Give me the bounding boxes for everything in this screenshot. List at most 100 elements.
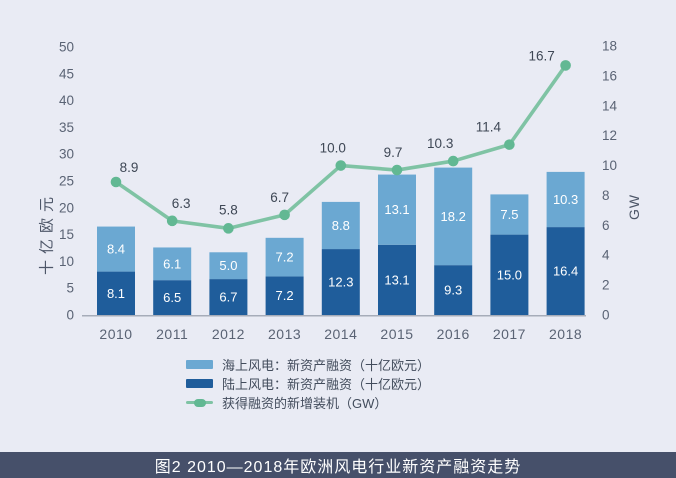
left-axis-tick-5: 5 [66, 281, 74, 296]
line-point-2010 [110, 176, 122, 188]
legend-swatch-onshore-icon [186, 379, 213, 388]
x-axis-label-2017: 2017 [493, 326, 526, 342]
line-value-2013: 6.7 [270, 190, 289, 205]
left-axis-tick-20: 20 [59, 200, 74, 215]
legend-label-onshore: 陆上风电：新资产融资（十亿欧元） [222, 377, 431, 392]
left-axis-tick-25: 25 [59, 174, 74, 189]
x-axis-label-2014: 2014 [324, 326, 357, 342]
bar-offshore-2012 [209, 252, 248, 280]
x-axis-label-2016: 2016 [437, 326, 470, 342]
bar-value-onshore-2017: 15.0 [497, 267, 522, 282]
bar-value-onshore-2018: 16.4 [553, 264, 578, 279]
line-point-2014 [335, 160, 347, 171]
bar-offshore-2014 [321, 201, 360, 250]
right-axis-tick-4: 4 [602, 248, 610, 263]
right-axis-tick-16: 16 [602, 68, 617, 83]
right-axis-tick-8: 8 [602, 188, 610, 203]
bar-value-onshore-2015: 13.1 [384, 272, 409, 287]
legend-label-offshore: 海上风电：新资产融资（十亿欧元） [222, 358, 431, 373]
left-axis-tick-50: 50 [59, 40, 74, 55]
bar-value-offshore-2011: 6.1 [163, 256, 181, 271]
bar-onshore-2015 [378, 244, 416, 315]
line-value-2010: 8.9 [120, 160, 139, 175]
x-axis-label-2010: 2010 [99, 326, 132, 342]
legend: 海上风电：新资产融资（十亿欧元） 陆上风电：新资产融资（十亿欧元） 获得融资的新… [186, 358, 431, 411]
right-axis-tick-12: 12 [602, 128, 617, 143]
line-value-2011: 6.3 [172, 196, 191, 211]
legend-item-onshore: 陆上风电：新资产融资（十亿欧元） [186, 377, 431, 392]
line-value-2014: 10.0 [320, 141, 346, 156]
line-value-2017: 11.4 [476, 120, 502, 135]
bar-value-onshore-2014: 12.3 [328, 275, 353, 290]
bar-onshore-2016 [434, 265, 473, 315]
left-axis-tick-40: 40 [59, 93, 74, 108]
bar-value-onshore-2012: 6.7 [219, 290, 237, 305]
bar-onshore-2012 [209, 279, 248, 315]
bar-onshore-2011 [153, 280, 192, 315]
right-axis-tick-14: 14 [602, 98, 618, 113]
x-axis-label-2015: 2015 [380, 326, 413, 342]
bar-value-offshore-2015: 13.1 [384, 202, 409, 217]
legend-line-marker-icon [186, 398, 213, 407]
right-axis-title: GW [626, 193, 642, 221]
left-axis-tick-10: 10 [59, 254, 74, 269]
x-axis-label-2012: 2012 [212, 326, 245, 342]
bar-value-offshore-2016: 18.2 [441, 209, 466, 224]
bar-onshore-2017 [490, 234, 529, 315]
left-axis-tick-15: 15 [59, 227, 74, 242]
line-value-2012: 5.8 [219, 202, 238, 217]
bar-onshore-2010 [97, 271, 135, 315]
bar-offshore-2018 [546, 171, 585, 228]
line-value-2018: 16.7 [528, 48, 554, 63]
figure-caption-bar: 图2 2010—2018年欧洲风电行业新资产融资走势 [0, 452, 676, 478]
bar-offshore-2015 [378, 174, 416, 245]
right-axis-tick-10: 10 [602, 158, 617, 173]
right-axis-tick-6: 6 [602, 218, 610, 233]
bar-onshore-2013 [265, 276, 304, 315]
bar-value-offshore-2013: 7.2 [276, 250, 294, 265]
bar-value-offshore-2017: 7.5 [500, 207, 518, 222]
left-axis-tick-30: 30 [59, 147, 74, 162]
bar-offshore-2013 [265, 237, 304, 277]
x-axis-label-2011: 2011 [156, 326, 188, 342]
left-axis-tick-35: 35 [59, 120, 74, 135]
bar-offshore-2010 [97, 226, 135, 272]
bar-value-offshore-2010: 8.4 [107, 242, 125, 257]
bar-value-offshore-2012: 5.0 [219, 258, 237, 273]
right-axis-tick-0: 0 [602, 308, 610, 323]
figure-caption-text: 图2 2010—2018年欧洲风电行业新资产融资走势 [154, 459, 522, 476]
legend-label-capacity: 获得融资的新增装机（GW） [222, 396, 388, 411]
x-axis-label-2013: 2013 [268, 326, 301, 342]
bar-offshore-2016 [434, 167, 473, 266]
bar-value-onshore-2011: 6.5 [163, 290, 181, 305]
right-axis-tick-2: 2 [602, 278, 610, 293]
line-point-2013 [279, 209, 290, 221]
bar-value-offshore-2018: 10.3 [553, 192, 578, 207]
left-axis-title: 十亿欧元 [38, 190, 56, 276]
legend-swatch-offshore-icon [186, 360, 213, 369]
left-axis-tick-0: 0 [66, 308, 74, 323]
line-point-2017 [504, 139, 515, 150]
combo-chart-canvas: 0 5 10 15 20 25 30 35 40 45 50 0 2 4 6 8 10 12 14 16 18 8.1 8.… [59, 39, 618, 343]
legend-item-capacity: 获得融资的新增装机（GW） [186, 396, 430, 411]
legend-item-offshore: 海上风电：新资产融资（十亿欧元） [186, 358, 431, 373]
right-axis-tick-18: 18 [602, 39, 617, 54]
bar-onshore-2014 [321, 249, 360, 315]
legend-dot-icon [194, 399, 206, 407]
line-point-2016 [447, 155, 459, 167]
bar-value-onshore-2016: 9.3 [444, 283, 462, 298]
line-value-2015: 9.7 [384, 145, 403, 160]
bar-offshore-2011 [153, 247, 192, 281]
line-value-2016: 10.3 [427, 136, 453, 151]
left-axis-tick-45: 45 [59, 66, 74, 81]
bar-offshore-2017 [490, 194, 529, 235]
bar-value-onshore-2010: 8.1 [107, 286, 125, 301]
bar-onshore-2018 [546, 227, 585, 315]
line-point-2011 [166, 215, 178, 227]
bar-value-onshore-2013: 7.2 [276, 288, 294, 303]
line-point-2015 [391, 164, 403, 176]
line-point-2018 [560, 60, 571, 71]
line-point-2012 [223, 223, 234, 234]
bar-value-offshore-2014: 8.8 [332, 218, 350, 233]
